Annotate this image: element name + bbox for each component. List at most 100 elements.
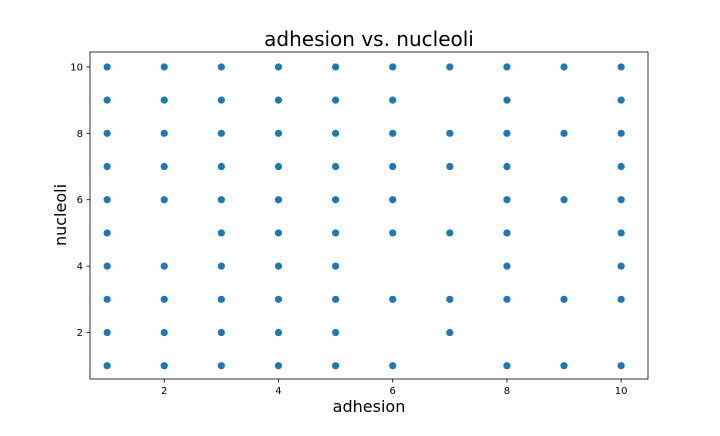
data-point	[274, 328, 283, 337]
data-point	[331, 196, 340, 204]
data-point	[103, 96, 111, 104]
y-tick-label: 6	[77, 195, 83, 206]
data-point	[446, 328, 454, 337]
x-tick-label: 2	[161, 386, 167, 397]
data-point	[160, 362, 168, 370]
data-point	[617, 63, 625, 71]
data-point	[160, 96, 168, 104]
data-point	[389, 362, 397, 370]
data-point	[389, 196, 397, 204]
data-point	[274, 295, 283, 303]
data-point	[617, 196, 625, 204]
data-point	[446, 63, 454, 71]
y-axis-label: nucleoli	[51, 184, 70, 246]
axes: 2 4 6 8 10 2 4 6 8 10	[70, 51, 649, 397]
data-point	[503, 196, 511, 204]
data-point	[160, 129, 168, 137]
data-point	[446, 295, 454, 303]
data-point	[503, 362, 511, 370]
x-tick-label: 10	[615, 386, 628, 397]
data-point	[331, 295, 340, 303]
data-point	[331, 96, 340, 104]
data-point	[274, 262, 283, 270]
data-point	[503, 262, 511, 270]
chart-title: adhesion vs. nucleoli	[264, 27, 474, 51]
data-point	[389, 162, 397, 171]
data-point	[103, 295, 111, 303]
data-point	[217, 362, 225, 370]
data-point	[503, 295, 511, 303]
data-point	[331, 229, 340, 237]
data-point	[160, 196, 168, 204]
data-point	[103, 63, 111, 71]
data-point	[560, 196, 568, 204]
y-tick-label: 8	[77, 129, 83, 140]
data-point	[446, 162, 454, 171]
data-point	[617, 262, 625, 270]
data-point	[560, 129, 568, 137]
data-point	[274, 162, 283, 171]
data-point	[274, 63, 283, 71]
data-point	[617, 129, 625, 137]
data-point	[103, 262, 111, 270]
data-point	[503, 63, 511, 71]
data-point	[103, 162, 111, 171]
data-point	[217, 129, 225, 137]
y-tick-label: 10	[70, 62, 83, 73]
data-point	[331, 362, 340, 370]
data-point	[160, 262, 168, 270]
data-point	[274, 362, 283, 370]
data-points	[103, 63, 625, 370]
data-point	[217, 262, 225, 270]
data-point	[331, 262, 340, 270]
data-point	[103, 196, 111, 204]
plot-frame	[89, 51, 649, 380]
data-point	[103, 362, 111, 370]
data-point	[617, 362, 625, 370]
data-point	[103, 328, 111, 337]
data-point	[103, 129, 111, 137]
data-point	[274, 229, 283, 237]
data-point	[389, 229, 397, 237]
x-tick-label: 8	[504, 386, 510, 397]
data-point	[617, 295, 625, 303]
data-point	[617, 162, 625, 171]
data-point	[503, 129, 511, 137]
data-point	[617, 229, 625, 237]
data-point	[331, 162, 340, 171]
data-point	[217, 328, 225, 337]
data-point	[103, 229, 111, 237]
y-tick-label: 2	[77, 328, 83, 339]
data-point	[560, 362, 568, 370]
y-tick-label: 4	[77, 262, 83, 273]
data-point	[274, 196, 283, 204]
data-point	[503, 162, 511, 171]
x-tick-label: 4	[275, 386, 281, 397]
data-point	[446, 229, 454, 237]
data-point	[217, 295, 225, 303]
data-point	[331, 129, 340, 137]
x-axis-label: adhesion	[333, 397, 406, 416]
data-point	[160, 162, 168, 171]
data-point	[217, 63, 225, 71]
data-point	[160, 328, 168, 337]
data-point	[217, 229, 225, 237]
data-point	[389, 295, 397, 303]
data-point	[446, 129, 454, 137]
data-point	[274, 129, 283, 137]
data-point	[217, 96, 225, 104]
data-point	[389, 96, 397, 104]
data-point	[160, 63, 168, 71]
data-point	[331, 63, 340, 71]
x-tick-label: 6	[390, 386, 396, 397]
data-point	[217, 162, 225, 171]
data-point	[331, 328, 340, 337]
data-point	[617, 96, 625, 104]
data-point	[503, 229, 511, 237]
data-point	[560, 295, 568, 303]
data-point	[217, 196, 225, 204]
data-point	[389, 129, 397, 137]
data-point	[389, 63, 397, 71]
